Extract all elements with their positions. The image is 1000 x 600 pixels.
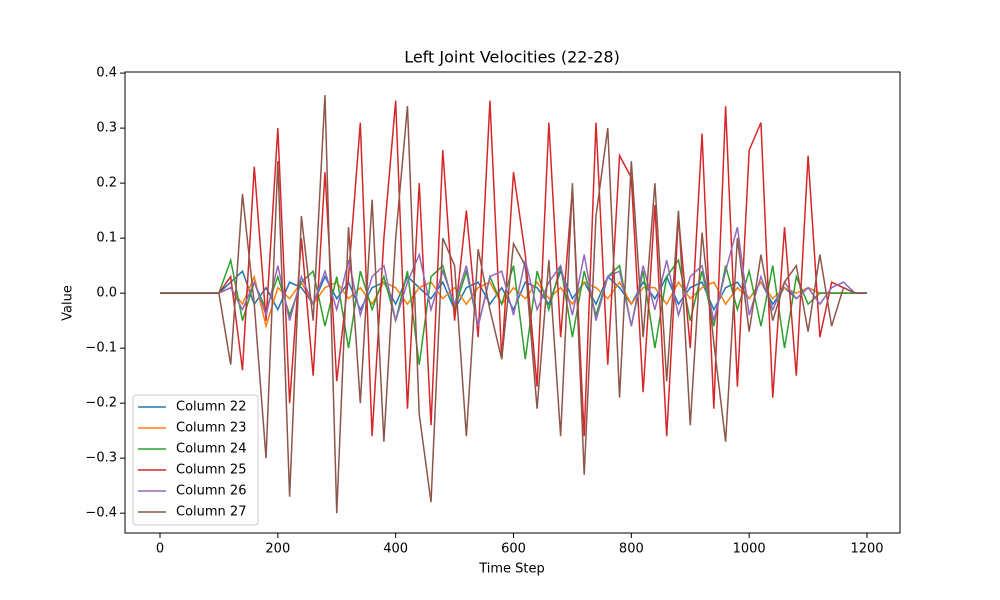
x-tick-label: 400 <box>383 542 408 557</box>
series-line <box>159 226 868 327</box>
legend-label: Column 27 <box>176 505 246 520</box>
x-tick-label: 800 <box>619 542 644 557</box>
y-tick-label: 0.3 <box>96 121 117 136</box>
y-tick-label: 0.1 <box>96 231 117 246</box>
x-tick-label: 1000 <box>733 542 766 557</box>
chart-title: Left Joint Velocities (22-28) <box>404 48 620 67</box>
series-line <box>159 95 868 514</box>
x-axis-label: Time Step <box>478 562 545 577</box>
y-tick-label: −0.2 <box>85 396 117 411</box>
legend-label: Column 23 <box>176 421 246 436</box>
y-tick-label: −0.4 <box>85 506 117 521</box>
series-line <box>159 257 868 365</box>
x-tick-label: 600 <box>501 542 526 557</box>
y-tick-label: 0.0 <box>96 286 117 301</box>
x-tick-label: 1200 <box>850 542 883 557</box>
y-tick-label: 0.2 <box>96 176 117 191</box>
x-tick-label: 200 <box>265 542 290 557</box>
y-tick-label: −0.1 <box>85 341 117 356</box>
plot-frame <box>124 71 901 534</box>
y-axis-label: Value <box>61 285 76 321</box>
legend-label: Column 26 <box>176 484 246 499</box>
y-tick-label: −0.3 <box>85 451 117 466</box>
legend-label: Column 24 <box>176 442 246 457</box>
y-tick-label: 0.4 <box>96 66 117 81</box>
legend-label: Column 22 <box>176 400 246 415</box>
legend-label: Column 25 <box>176 463 246 478</box>
series-line <box>159 274 868 330</box>
x-tick-label: 0 <box>156 542 164 557</box>
series-line <box>159 100 868 437</box>
